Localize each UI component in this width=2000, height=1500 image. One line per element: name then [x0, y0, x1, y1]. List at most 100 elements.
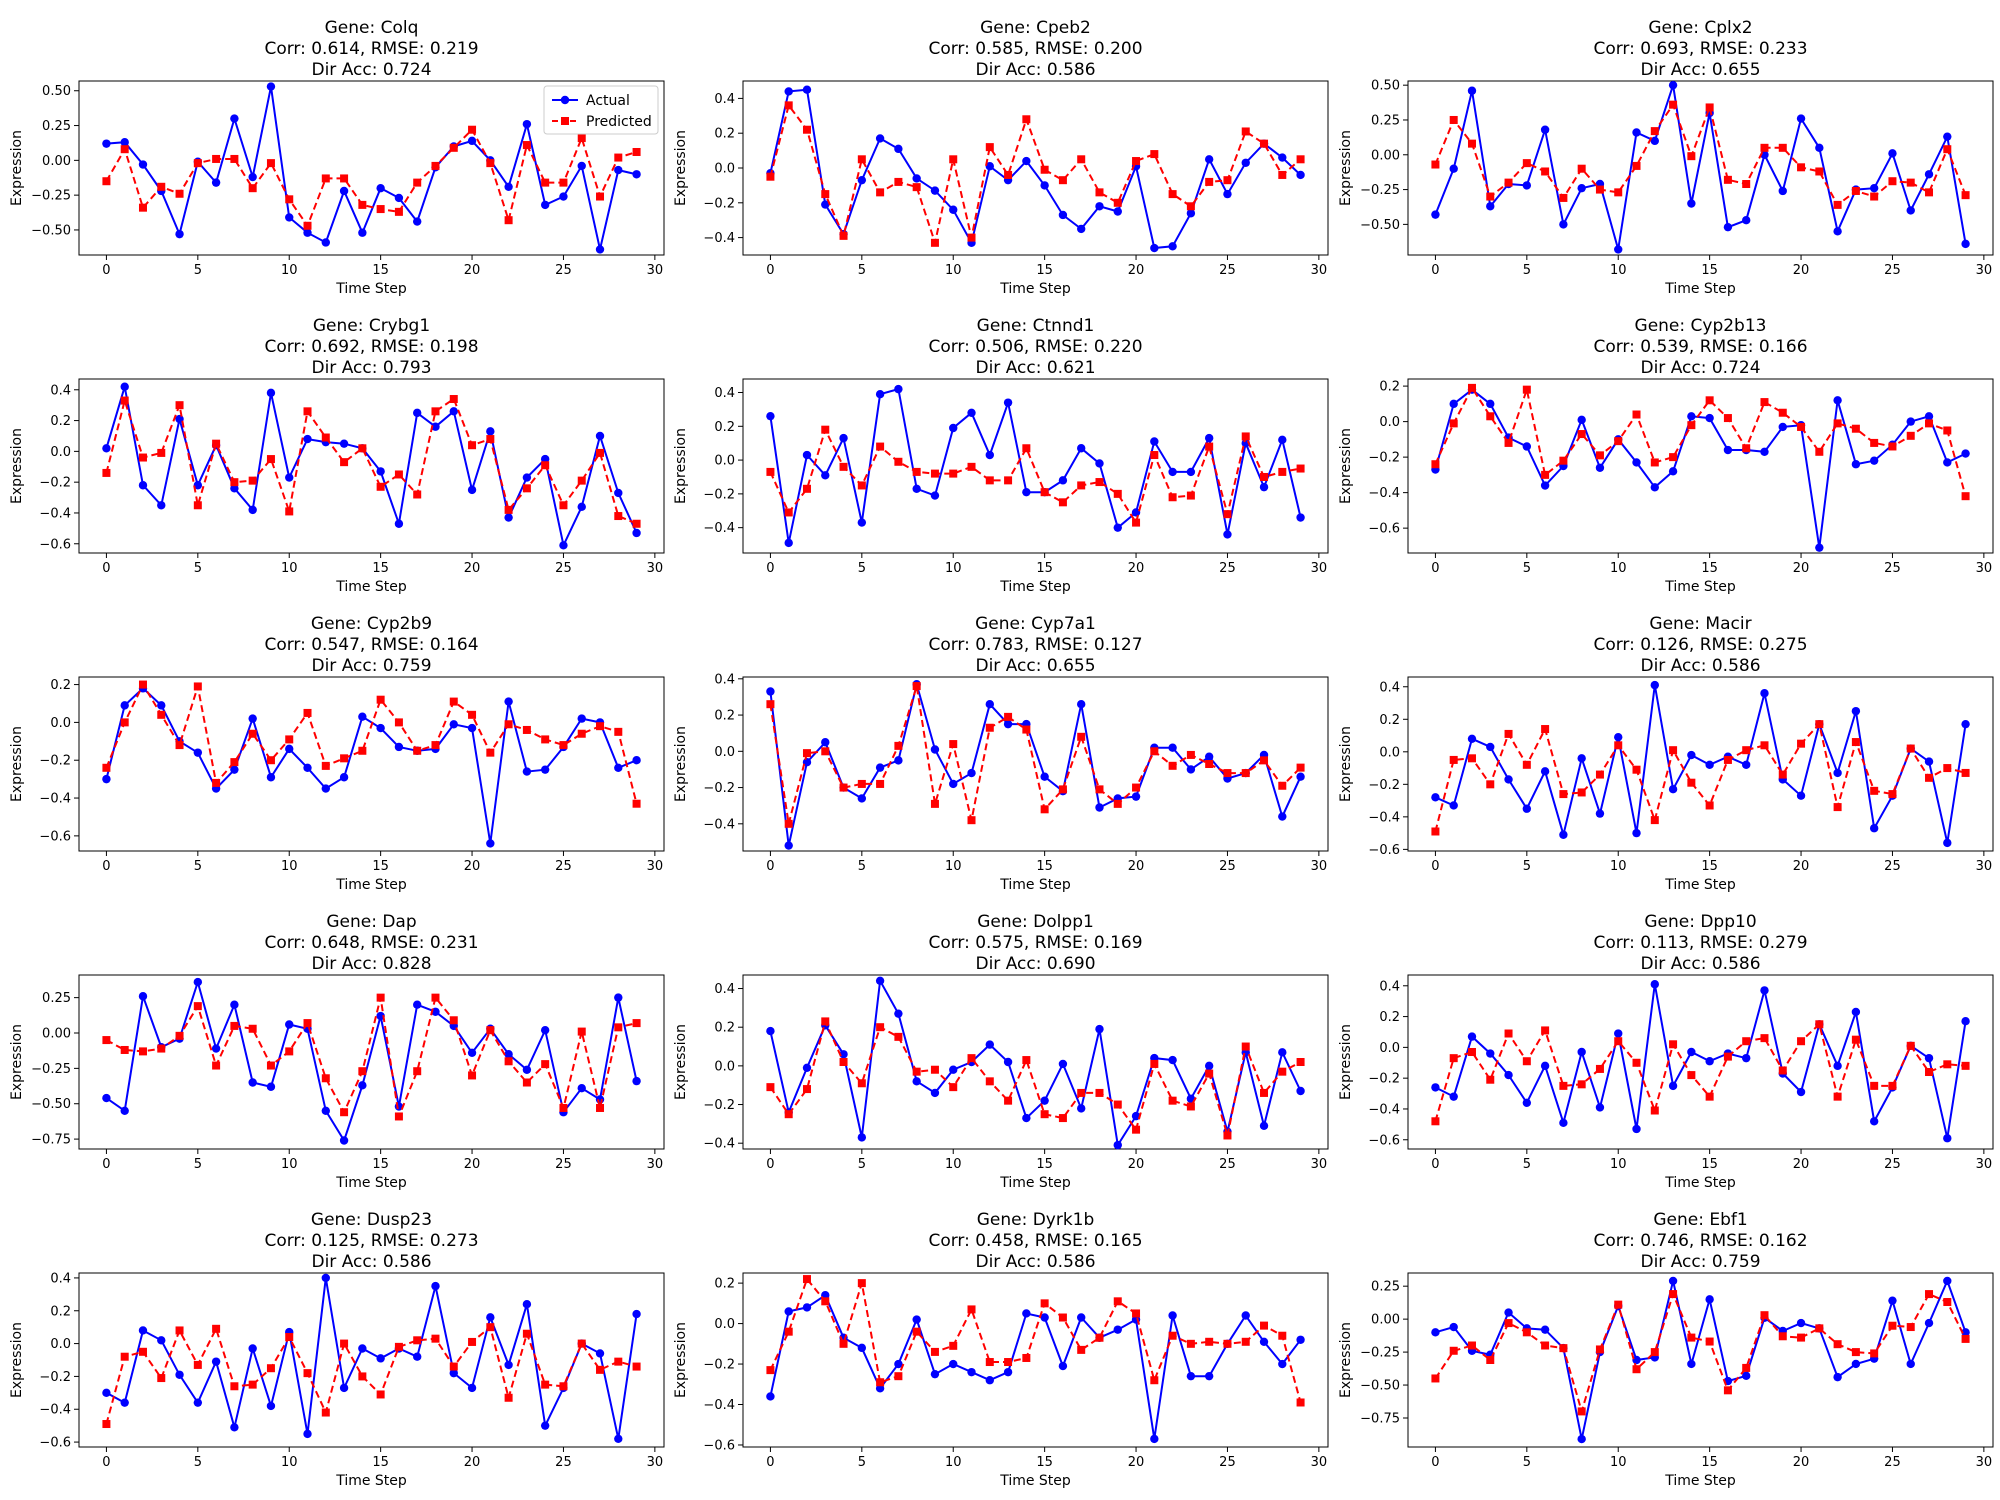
- subplot-title-line: Corr: 0.458, RMSE: 0.165: [928, 1231, 1142, 1251]
- actual-point: [211, 178, 221, 187]
- predicted-point: [504, 1393, 513, 1402]
- actual-point: [985, 1376, 994, 1385]
- actual-point: [449, 1368, 458, 1378]
- predicted-point: [1833, 1340, 1842, 1349]
- actual-point: [949, 779, 958, 789]
- actual-point: [376, 467, 385, 476]
- x-tick-label: 0: [1431, 561, 1439, 576]
- actual-point: [339, 773, 349, 782]
- x-tick-label: 15: [372, 561, 389, 576]
- x-axis-label: Time Step: [999, 1473, 1071, 1489]
- predicted-point: [559, 1382, 568, 1391]
- actual-point: [248, 714, 257, 723]
- predicted-point: [1260, 139, 1269, 148]
- actual-point: [266, 82, 276, 91]
- predicted-point: [1504, 178, 1513, 187]
- predicted-point: [784, 1327, 793, 1336]
- predicted-point: [358, 1067, 367, 1076]
- x-axis-label: Time Step: [999, 281, 1071, 297]
- actual-point: [1003, 719, 1013, 729]
- actual-series-line: [769, 977, 1302, 1148]
- actual-point: [1296, 772, 1305, 781]
- actual-point: [985, 1040, 994, 1049]
- predicted-point: [1833, 200, 1842, 209]
- predicted-point: [138, 1047, 147, 1056]
- actual-point: [1595, 1103, 1605, 1112]
- predicted-point: [930, 469, 939, 478]
- x-tick-label: 5: [1523, 263, 1531, 278]
- predicted-point: [468, 1337, 477, 1346]
- x-tick-label: 5: [194, 859, 202, 874]
- actual-point: [1833, 227, 1842, 236]
- actual-point: [467, 1048, 477, 1058]
- predicted-point: [175, 189, 184, 198]
- actual-point: [248, 1078, 257, 1087]
- predicted-point: [1040, 1299, 1049, 1308]
- actual-point: [1742, 760, 1751, 770]
- actual-point: [358, 228, 367, 237]
- actual-point: [1705, 413, 1714, 423]
- x-tick-label: 15: [1701, 263, 1718, 278]
- predicted-point: [340, 1108, 349, 1117]
- x-tick-label: 30: [647, 859, 664, 874]
- predicted-point: [1486, 1356, 1495, 1364]
- actual-point: [1924, 170, 1934, 179]
- y-tick-label: 0.2: [714, 420, 735, 435]
- predicted-point: [1595, 1345, 1604, 1354]
- actual-point: [449, 720, 458, 729]
- x-tick-label: 10: [1610, 1455, 1627, 1470]
- predicted-point: [486, 159, 495, 168]
- predicted-point: [1559, 456, 1568, 465]
- actual-point: [1113, 1140, 1122, 1150]
- actual-point: [1869, 456, 1879, 465]
- predicted-point: [1797, 739, 1806, 748]
- predicted-point: [1943, 145, 1952, 154]
- predicted-point: [894, 1372, 903, 1381]
- y-tick-label: −0.4: [39, 792, 71, 807]
- actual-point: [784, 538, 793, 548]
- actual-point: [540, 1025, 550, 1035]
- predicted-point: [1559, 790, 1568, 799]
- actual-point: [1113, 1325, 1122, 1334]
- y-tick-label: 0.00: [1371, 1313, 1400, 1328]
- predicted-point: [1296, 1398, 1305, 1407]
- actual-point: [1723, 222, 1733, 232]
- actual-point: [339, 186, 349, 196]
- subplot-title-line: Dir Acc: 0.828: [311, 954, 431, 974]
- y-tick-label: −0.6: [39, 537, 71, 552]
- actual-point: [1705, 1057, 1714, 1066]
- predicted-point: [1723, 1386, 1732, 1395]
- predicted-point: [766, 467, 775, 476]
- predicted-point: [212, 439, 221, 448]
- predicted-point: [1723, 414, 1732, 423]
- predicted-point: [1650, 1106, 1659, 1115]
- y-tick-label: −0.4: [39, 1403, 71, 1418]
- predicted-point: [1058, 498, 1067, 507]
- y-tick-label: −0.2: [703, 487, 735, 502]
- predicted-point: [1851, 1035, 1860, 1044]
- actual-point: [285, 213, 294, 222]
- predicted-point: [1815, 1324, 1824, 1333]
- predicted-point: [1632, 161, 1641, 170]
- y-axis-label: Expression: [1338, 1024, 1354, 1100]
- predicted-point: [1961, 191, 1970, 200]
- actual-point: [1223, 530, 1232, 539]
- x-tick-label: 25: [1884, 1455, 1901, 1470]
- predicted-point: [431, 161, 440, 170]
- actual-point: [1632, 128, 1641, 137]
- x-tick-label: 0: [766, 561, 774, 576]
- predicted-point: [1632, 410, 1641, 419]
- predicted-point: [522, 1329, 531, 1338]
- predicted-point: [1833, 419, 1842, 428]
- predicted-point: [1278, 1331, 1287, 1340]
- actual-point: [1296, 513, 1305, 522]
- y-tick-label: 0.0: [1379, 1041, 1400, 1056]
- predicted-point: [1870, 192, 1879, 201]
- predicted-point: [1906, 431, 1915, 440]
- predicted-point: [1577, 788, 1586, 797]
- actual-point: [1595, 463, 1605, 472]
- predicted-point: [1541, 1341, 1550, 1350]
- actual-point: [1077, 699, 1086, 709]
- actual-point: [894, 384, 903, 394]
